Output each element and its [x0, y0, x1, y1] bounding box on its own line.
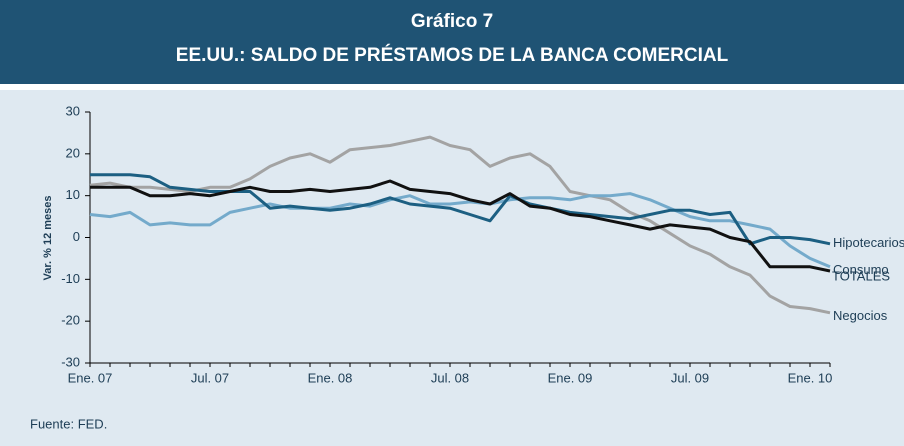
chart-title: Gráfico 7	[411, 11, 493, 32]
y-tick-label: -20	[61, 313, 80, 328]
x-tick-label: Jul. 08	[431, 370, 469, 385]
x-tick-label: Jul. 09	[671, 370, 709, 385]
series-label: Hipotecarios	[833, 235, 904, 250]
y-axis-label: Var. % 12 meses	[42, 195, 54, 280]
series-line	[90, 179, 831, 273]
x-tick-label: Ene. 09	[548, 370, 593, 385]
header-bar	[0, 0, 904, 84]
chart-background	[0, 90, 904, 446]
x-tick-label: Ene. 10	[788, 370, 833, 385]
y-tick-label: 20	[66, 145, 80, 160]
y-tick-label: -10	[61, 271, 80, 286]
y-tick-label: 10	[66, 187, 80, 202]
chart-subtitle: EE.UU.: SALDO DE PRÉSTAMOS DE LA BANCA C…	[176, 44, 729, 66]
series-label: Consumo	[833, 262, 889, 277]
source: Fuente: FED.	[30, 416, 107, 431]
series-label: Negocios	[833, 308, 888, 323]
y-tick-label: 0	[73, 229, 80, 244]
series-line	[89, 135, 831, 315]
series-line	[89, 192, 831, 269]
x-tick-label: Jul. 07	[191, 370, 229, 385]
series-label: TOTALES	[832, 268, 890, 283]
y-tick-label: 30	[66, 103, 80, 118]
y-tick-label: -30	[61, 354, 80, 369]
x-tick-label: Ene. 07	[68, 370, 113, 385]
series-line	[90, 173, 831, 246]
x-tick-label: Ene. 08	[308, 370, 353, 385]
